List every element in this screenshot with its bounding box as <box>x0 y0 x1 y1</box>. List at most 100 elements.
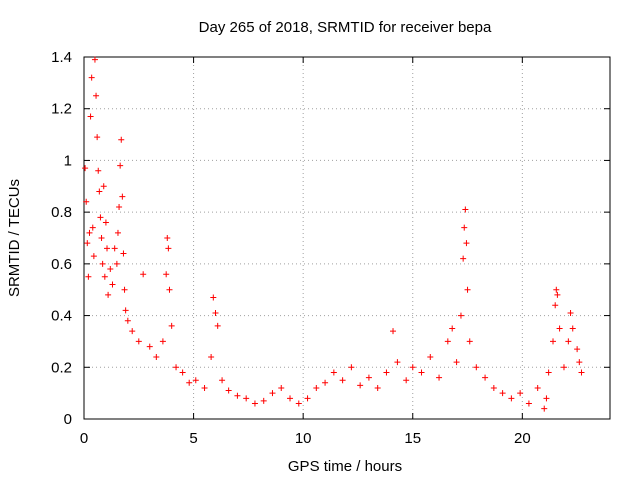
data-point <box>427 353 434 360</box>
data-point <box>553 286 560 293</box>
data-point <box>186 379 193 386</box>
data-point <box>135 338 142 345</box>
y-axis-label: SRMTID / TECUs <box>6 179 23 297</box>
data-point <box>104 245 111 252</box>
data-point <box>173 364 180 371</box>
data-point <box>83 198 90 205</box>
data-point <box>444 338 451 345</box>
data-point <box>260 397 267 404</box>
data-point <box>394 359 401 366</box>
data-point <box>545 369 552 376</box>
data-point <box>499 390 506 397</box>
data-point <box>278 384 285 391</box>
x-tick-label: 15 <box>404 430 421 447</box>
data-point <box>461 224 468 231</box>
data-point <box>109 281 116 288</box>
data-point <box>525 400 532 407</box>
data-point <box>214 322 221 329</box>
data-point <box>94 134 101 141</box>
y-tick-label: 1.4 <box>51 49 72 66</box>
data-point <box>87 113 94 120</box>
data-point <box>210 294 217 301</box>
data-point <box>453 359 460 366</box>
data-point <box>567 309 574 316</box>
data-point <box>556 325 563 332</box>
data-point <box>163 271 170 278</box>
data-point <box>114 229 121 236</box>
x-tick-label: 20 <box>514 430 531 447</box>
data-point <box>201 384 208 391</box>
data-point <box>560 364 567 371</box>
data-point <box>86 229 93 236</box>
data-point <box>304 395 311 402</box>
data-point <box>322 379 329 386</box>
data-point <box>118 136 125 143</box>
data-point <box>251 400 258 407</box>
axis-ticks <box>83 56 610 420</box>
data-point <box>111 245 118 252</box>
data-point <box>374 384 381 391</box>
data-point <box>330 369 337 376</box>
grid <box>84 57 610 419</box>
data-point <box>460 255 467 262</box>
scatter-points <box>82 56 585 412</box>
data-point <box>88 74 95 81</box>
y-tick-label: 0.8 <box>51 204 72 221</box>
data-point <box>463 240 470 247</box>
y-tick-label: 0.6 <box>51 256 72 273</box>
data-point <box>89 224 96 231</box>
data-point <box>122 307 129 314</box>
data-point <box>339 377 346 384</box>
data-point <box>165 245 172 252</box>
data-point <box>554 291 561 298</box>
data-point <box>146 343 153 350</box>
data-point <box>508 395 515 402</box>
data-point <box>140 271 147 278</box>
data-point <box>97 214 104 221</box>
x-tick-label: 10 <box>295 430 312 447</box>
data-point <box>550 338 557 345</box>
data-point <box>179 369 186 376</box>
data-point <box>473 364 480 371</box>
data-point <box>93 92 100 99</box>
x-tick-label: 0 <box>80 430 88 447</box>
data-point <box>124 317 131 324</box>
y-tick-labels: 0 0.2 0.4 0.6 0.8 1 1.2 1.4 <box>51 49 72 428</box>
data-point <box>90 253 97 260</box>
data-point <box>96 188 103 195</box>
data-point <box>243 395 250 402</box>
data-point <box>159 338 166 345</box>
data-point <box>517 390 524 397</box>
data-point <box>390 328 397 335</box>
data-point <box>541 405 548 412</box>
data-point <box>99 260 106 267</box>
y-tick-label: 0.2 <box>51 359 72 376</box>
data-point <box>212 309 219 316</box>
data-point <box>534 384 541 391</box>
data-point <box>543 395 550 402</box>
data-point <box>100 183 107 190</box>
data-point <box>457 312 464 319</box>
data-point <box>383 369 390 376</box>
data-point <box>107 266 114 273</box>
data-point <box>490 384 497 391</box>
data-point <box>129 328 136 335</box>
data-point <box>116 203 123 210</box>
data-point <box>91 56 98 63</box>
data-point <box>403 377 410 384</box>
data-point <box>85 273 92 280</box>
data-point <box>357 382 364 389</box>
data-point <box>208 353 215 360</box>
data-point <box>98 235 105 241</box>
data-point <box>192 377 199 384</box>
data-point <box>569 325 576 332</box>
data-point <box>313 384 320 391</box>
data-point <box>82 165 89 172</box>
chart-title: Day 265 of 2018, SRMTID for receiver bep… <box>199 19 492 36</box>
data-point <box>234 392 241 399</box>
data-point <box>578 369 585 376</box>
data-point <box>348 364 355 371</box>
data-point <box>113 260 120 267</box>
data-point <box>95 167 102 174</box>
